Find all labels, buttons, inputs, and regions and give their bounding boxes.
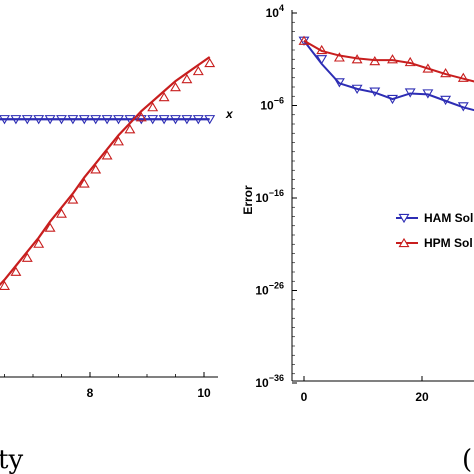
right-ham-marker — [369, 87, 381, 97]
right-y-tick-label: 10−16 — [255, 188, 284, 205]
right-ham-marker — [351, 84, 363, 94]
left-blue-marker — [135, 115, 147, 125]
left-red-marker — [90, 164, 102, 174]
right-hpm-marker — [333, 52, 345, 62]
left-x-ticks: 8 10 — [4, 372, 211, 400]
left-red-marker — [204, 57, 216, 68]
left-blue-marker — [90, 115, 102, 125]
right-y-axis-label: Error — [241, 185, 255, 215]
left-blue-marker — [192, 115, 204, 125]
right-ham-marker — [440, 95, 452, 106]
left-red-marker — [44, 222, 56, 232]
left-red-marker — [78, 178, 90, 188]
left-red-marker — [181, 73, 193, 84]
left-red-marker — [135, 112, 147, 122]
right-hpm-marker — [351, 54, 363, 64]
left-blue-marker — [10, 115, 22, 125]
right-hpm-marker — [440, 67, 452, 78]
left-red-marker — [21, 252, 33, 262]
left-blue-marker — [21, 115, 33, 125]
left-blue-marker — [181, 115, 193, 125]
right-ham-marker — [333, 78, 345, 88]
left-blue-marker — [101, 115, 113, 125]
right-y-ticks: 104 10−6 10−16 10−26 10−36 — [255, 3, 297, 390]
legend-ham-label: HAM Sol — [424, 211, 473, 225]
right-x-ticks: 0 20 — [301, 376, 429, 404]
left-red-marker — [158, 91, 170, 102]
left-blue-marker — [147, 115, 159, 125]
left-x-tick-label: 10 — [197, 386, 211, 400]
left-blue-marker — [78, 115, 90, 125]
right-caption-fragment: ( — [462, 445, 472, 474]
left-series-group — [0, 56, 216, 290]
right-ham-marker — [422, 89, 434, 99]
left-blue-marker — [33, 115, 45, 125]
right-ham-marker — [404, 88, 416, 98]
right-series-group — [298, 35, 474, 112]
right-y-tick-label: 10−36 — [255, 373, 284, 390]
left-blue-marker — [170, 115, 181, 125]
left-blue-marker — [158, 115, 170, 125]
legend-hpm-marker — [398, 237, 410, 248]
right-ham-marker — [316, 55, 328, 65]
left-x-tick-label: 8 — [87, 386, 94, 400]
left-red-marker — [192, 65, 204, 76]
left-red-marker — [124, 124, 136, 134]
left-red-marker — [56, 208, 67, 218]
right-x-tick-label: 0 — [301, 390, 308, 404]
left-blue-marker — [44, 115, 56, 125]
right-ham-line — [303, 40, 474, 112]
right-hpm-line — [303, 39, 474, 83]
left-series-red-line — [0, 56, 211, 287]
right-y-tick-label: 104 — [266, 3, 284, 20]
right-hpm-marker — [404, 56, 416, 67]
left-red-marker — [101, 150, 113, 160]
left-chart: 8 10 x ty — [0, 56, 234, 474]
right-hpm-marker — [298, 35, 310, 45]
left-x-axis-label: x — [225, 107, 234, 121]
legend-hpm-label: HPM Sol — [424, 236, 473, 250]
right-x-tick-label: 20 — [415, 390, 429, 404]
left-blue-marker — [0, 115, 10, 125]
legend-ham-marker — [398, 213, 410, 224]
left-red-marker — [113, 136, 124, 146]
right-hpm-marker — [316, 44, 328, 55]
left-blue-marker — [204, 115, 216, 125]
right-ham-marker — [457, 102, 469, 112]
left-blue-marker — [56, 115, 67, 125]
right-hpm-marker — [457, 72, 469, 82]
left-red-marker — [170, 81, 181, 92]
right-hpm-marker — [422, 63, 434, 73]
right-hpm-marker — [387, 54, 398, 64]
left-red-marker — [10, 266, 22, 276]
right-y-tick-label: 10−26 — [255, 281, 284, 298]
left-red-marker — [0, 280, 10, 290]
left-blue-marker — [113, 115, 124, 125]
left-red-marker — [147, 102, 159, 112]
right-legend: HAM Sol HPM Sol — [396, 211, 473, 250]
right-hpm-marker — [369, 55, 381, 66]
left-red-marker — [67, 194, 79, 204]
right-y-tick-label: 10−6 — [260, 96, 284, 113]
left-caption-fragment: ty — [0, 445, 23, 474]
left-red-marker — [33, 238, 45, 248]
right-ham-marker — [387, 94, 398, 105]
left-blue-marker — [67, 115, 79, 125]
right-chart: 104 10−6 10−16 10−26 10−36 0 20 Error HAM Sol… — [241, 3, 474, 474]
